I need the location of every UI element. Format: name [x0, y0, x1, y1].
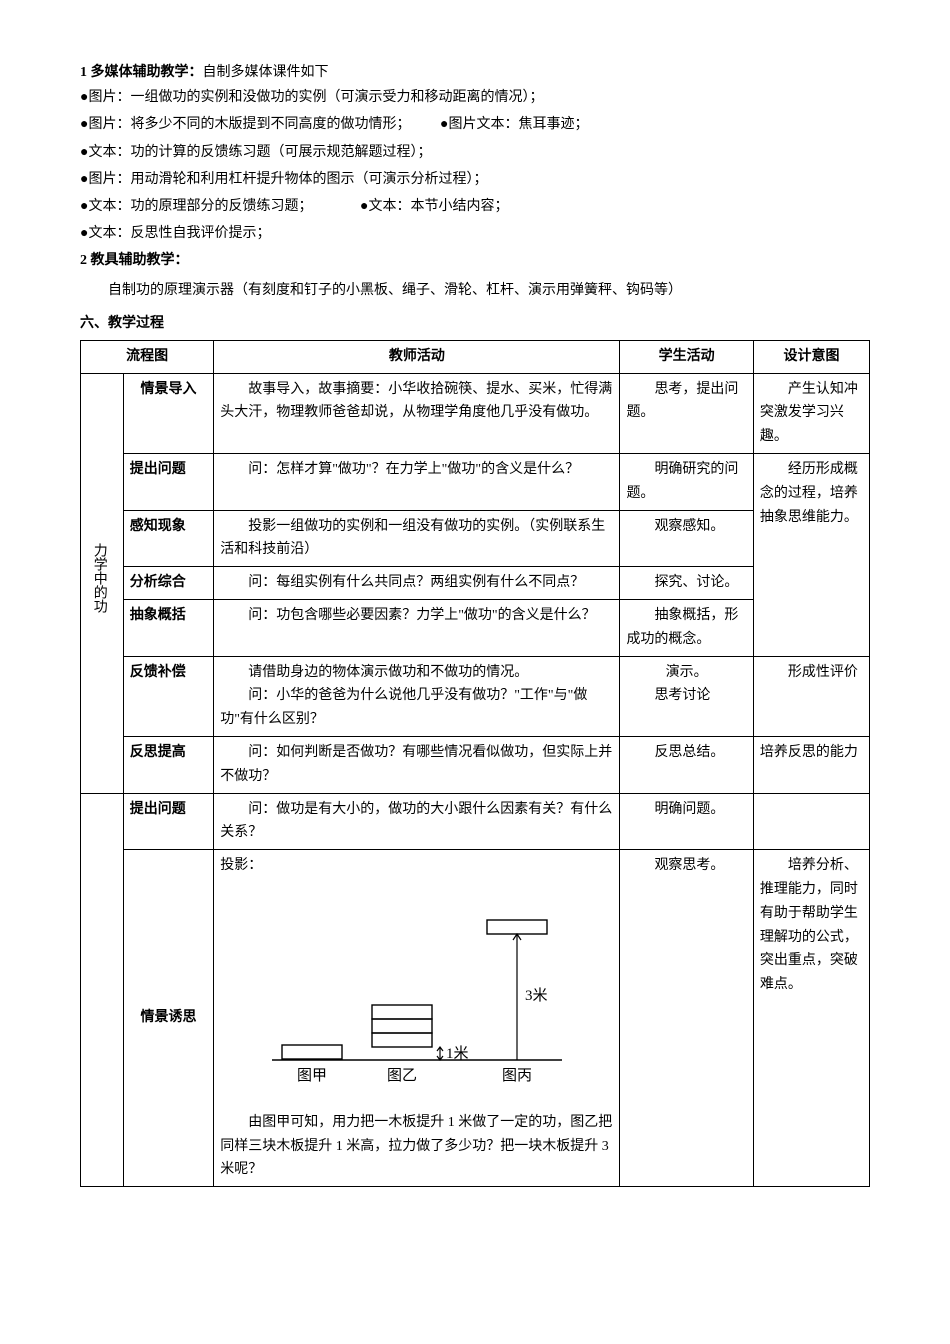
table-row: 反馈补偿 请借助身边的物体演示做功和不做功的情况。 问：小华的爸爸为什么说他几乎… — [81, 656, 870, 736]
bullet-3: ●文本：功的计算的反馈练习题（可展示规范解题过程）； — [80, 140, 870, 165]
label-3m: 3米 — [525, 987, 548, 1004]
student-cell: 演示。 思考讨论 — [620, 656, 753, 736]
table-row: 提出问题 问：做功是有大小的，做功的大小跟什么因素有关？有什么关系？ 明确问题。 — [81, 793, 870, 850]
stage-cell: 提出问题 — [123, 454, 214, 511]
intent-cell: 培养反思的能力 — [753, 737, 869, 794]
label-1m: 1米 — [446, 1045, 469, 1062]
group-1-label: 力学中的功 — [87, 378, 111, 778]
stage-cell: 情景导入 — [123, 373, 214, 453]
bullet-5b: ●文本：本节小结内容； — [360, 194, 508, 219]
table-row: 力学中的功 情景导入 故事导入，故事摘要：小华收拾碗筷、提水、买米，忙得满头大汗… — [81, 373, 870, 453]
student-cell: 观察思考。 — [620, 850, 753, 1187]
teacher-suffix: 由图甲可知，用力把一木板提升 1 米做了一定的功，图乙把同样三块木板提升 1 米… — [220, 1111, 613, 1182]
section-2-body: 自制功的原理演示器（有刻度和钉子的小黑板、绳子、滑轮、杠杆、演示用弹簧秤、钩码等… — [108, 278, 870, 303]
stage-cell: 提出问题 — [123, 793, 214, 850]
wood-lifting-diagram: 图甲 1米 图乙 — [262, 890, 572, 1090]
section-1: 1 多媒体辅助教学：自制多媒体课件如下 ●图片：一组做功的实例和没做功的实例（可… — [80, 60, 870, 246]
table-row: 抽象概括 问：功包含哪些必要因素？力学上"做功"的含义是什么？ 抽象概括，形成功… — [81, 600, 870, 657]
teacher-cell: 请借助身边的物体演示做功和不做功的情况。 问：小华的爸爸为什么说他几乎没有做功？… — [214, 656, 620, 736]
teacher-cell-with-diagram: 投影： 图甲 — [214, 850, 620, 1187]
header-intent: 设计意图 — [753, 340, 869, 373]
stage-cell: 反思提高 — [123, 737, 214, 794]
student-line-2: 思考讨论 — [626, 684, 746, 708]
stage-cell: 抽象概括 — [123, 600, 214, 657]
section-1-heading: 1 多媒体辅助教学： — [80, 65, 203, 80]
bullet-1: ●图片：一组做功的实例和没做功的实例（可演示受力和移动距离的情况）； — [80, 85, 870, 110]
section-6-title: 六、教学过程 — [80, 311, 870, 336]
bullet-2a: ●图片：将多少不同的木版提到不同高度的做功情形； — [80, 112, 440, 137]
teacher-line-1: 请借助身边的物体演示做功和不做功的情况。 — [220, 661, 613, 685]
bullet-4: ●图片：用动滑轮和利用杠杆提升物体的图示（可演示分析过程）； — [80, 167, 870, 192]
student-cell: 明确研究的问题。 — [620, 454, 753, 511]
teacher-cell: 问：每组实例有什么共同点？两组实例有什么不同点？ — [214, 567, 620, 600]
teacher-cell: 问：如何判断是否做功？有哪些情况看似做功，但实际上并不做功？ — [214, 737, 620, 794]
header-teacher: 教师活动 — [214, 340, 620, 373]
intent-cell: 产生认知冲突激发学习兴趣。 — [753, 373, 869, 453]
student-cell: 思考，提出问题。 — [620, 373, 753, 453]
figure-jia: 图甲 — [282, 1045, 342, 1084]
lesson-plan-table: 流程图 教师活动 学生活动 设计意图 力学中的功 情景导入 故事导入，故事摘要：… — [80, 340, 870, 1187]
teacher-cell: 问：功包含哪些必要因素？力学上"做功"的含义是什么？ — [214, 600, 620, 657]
teacher-cell: 问：做功是有大小的，做功的大小跟什么因素有关？有什么关系？ — [214, 793, 620, 850]
intent-merged-cell: 经历形成概念的过程，培养抽象思维能力。 — [753, 454, 869, 657]
teacher-prefix: 投影： — [220, 854, 613, 878]
diagram-container: 图甲 1米 图乙 — [220, 890, 613, 1099]
student-cell: 探究、讨论。 — [620, 567, 753, 600]
student-line-1: 演示。 — [626, 661, 746, 685]
group-2-label-cell — [81, 793, 124, 1187]
bullet-2b: ●图片文本：焦耳事迹； — [440, 112, 588, 137]
section-2-heading: 2 教具辅助教学： — [80, 248, 870, 273]
table-header-row: 流程图 教师活动 学生活动 设计意图 — [81, 340, 870, 373]
intent-cell: 形成性评价 — [753, 656, 869, 736]
section-2: 2 教具辅助教学： 自制功的原理演示器（有刻度和钉子的小黑板、绳子、滑轮、杠杆、… — [80, 248, 870, 302]
table-row: 感知现象 投影一组做功的实例和一组没有做功的实例。（实例联系生活和科技前沿） 观… — [81, 510, 870, 567]
stage-cell: 反馈补偿 — [123, 656, 214, 736]
label-bing: 图丙 — [502, 1067, 532, 1084]
label-yi: 图乙 — [387, 1067, 417, 1084]
teacher-cell: 问：怎样才算"做功"？在力学上"做功"的含义是什么？ — [214, 454, 620, 511]
group-1-label-cell: 力学中的功 — [81, 373, 124, 793]
label-jia: 图甲 — [297, 1067, 327, 1084]
stage-cell: 感知现象 — [123, 510, 214, 567]
stage-cell: 情景诱思 — [123, 850, 214, 1187]
teacher-cell: 故事导入，故事摘要：小华收拾碗筷、提水、买米，忙得满头大汗，物理教师爸爸却说，从… — [214, 373, 620, 453]
table-row: 情景诱思 投影： 图甲 — [81, 850, 870, 1187]
table-row: 反思提高 问：如何判断是否做功？有哪些情况看似做功，但实际上并不做功？ 反思总结… — [81, 737, 870, 794]
intent-cell-empty — [753, 793, 869, 850]
bullet-5a: ●文本：功的原理部分的反馈练习题； — [80, 194, 360, 219]
section-1-heading-suffix: 自制多媒体课件如下 — [203, 65, 329, 80]
stage-cell: 分析综合 — [123, 567, 214, 600]
student-cell: 抽象概括，形成功的概念。 — [620, 600, 753, 657]
figure-yi: 1米 图乙 — [372, 1005, 469, 1084]
student-cell: 反思总结。 — [620, 737, 753, 794]
table-row: 提出问题 问：怎样才算"做功"？在力学上"做功"的含义是什么？ 明确研究的问题。… — [81, 454, 870, 511]
student-cell: 明确问题。 — [620, 793, 753, 850]
teacher-line-2: 问：小华的爸爸为什么说他几乎没有做功？"工作"与"做功"有什么区别？ — [220, 684, 613, 732]
table-row: 分析综合 问：每组实例有什么共同点？两组实例有什么不同点？ 探究、讨论。 — [81, 567, 870, 600]
intent-cell: 培养分析、推理能力，同时有助于帮助学生理解功的公式，突出重点，突破难点。 — [753, 850, 869, 1187]
header-flow: 流程图 — [81, 340, 214, 373]
header-student: 学生活动 — [620, 340, 753, 373]
teacher-cell: 投影一组做功的实例和一组没有做功的实例。（实例联系生活和科技前沿） — [214, 510, 620, 567]
student-cell: 观察感知。 — [620, 510, 753, 567]
bullet-6: ●文本：反思性自我评价提示； — [80, 221, 870, 246]
